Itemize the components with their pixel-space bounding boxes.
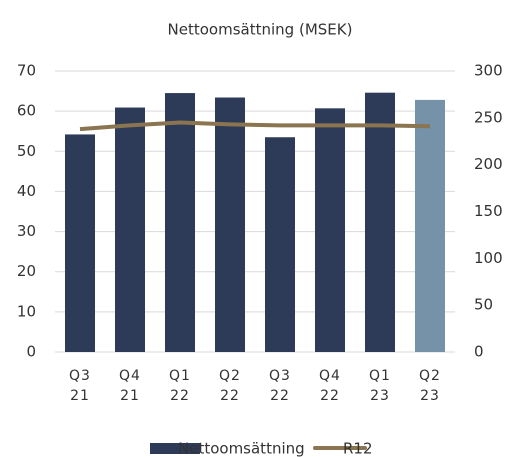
x-tick-label: Q3 22 <box>269 368 291 404</box>
bar <box>165 93 195 352</box>
bar <box>265 137 295 352</box>
x-tick-label: Q1 22 <box>169 368 191 404</box>
y2-tick-label: 150 <box>474 202 503 220</box>
x-tick-label: Q3 21 <box>69 368 91 404</box>
x-tick-label: Q2 23 <box>419 368 441 404</box>
y-tick-label: 60 <box>17 102 36 120</box>
y-tick-label: 10 <box>17 302 36 320</box>
y2-tick-label: 100 <box>474 249 503 267</box>
x-tick-label: Q4 21 <box>119 368 141 404</box>
bar <box>115 107 145 352</box>
bar <box>315 108 345 352</box>
x-tick-label: Q4 22 <box>319 368 341 404</box>
y-tick-label: 50 <box>17 142 36 160</box>
y2-tick-label: 300 <box>474 62 503 80</box>
y-tick-label: 30 <box>17 222 36 240</box>
y2-tick-label: 250 <box>474 108 503 126</box>
legend-label: Nettoomsättning <box>178 440 305 457</box>
y-tick-label: 70 <box>17 62 36 80</box>
y-tick-label: 20 <box>17 262 36 280</box>
bar <box>365 92 395 353</box>
y-tick-label: 40 <box>17 182 36 200</box>
legend-swatch <box>150 443 200 454</box>
x-tick-label: Q2 22 <box>219 368 241 404</box>
legend-label: R12 <box>343 440 373 457</box>
y2-tick-label: 200 <box>474 155 503 173</box>
x-tick-label: Q1 23 <box>369 368 391 404</box>
bar <box>415 99 445 352</box>
bar <box>215 97 245 352</box>
bar <box>65 134 95 352</box>
y-tick-label: 0 <box>26 343 36 361</box>
y2-tick-label: 50 <box>474 296 493 314</box>
y2-tick-label: 0 <box>474 343 484 361</box>
chart-title: Nettoomsättning (MSEK) <box>168 21 353 39</box>
line <box>79 120 431 132</box>
